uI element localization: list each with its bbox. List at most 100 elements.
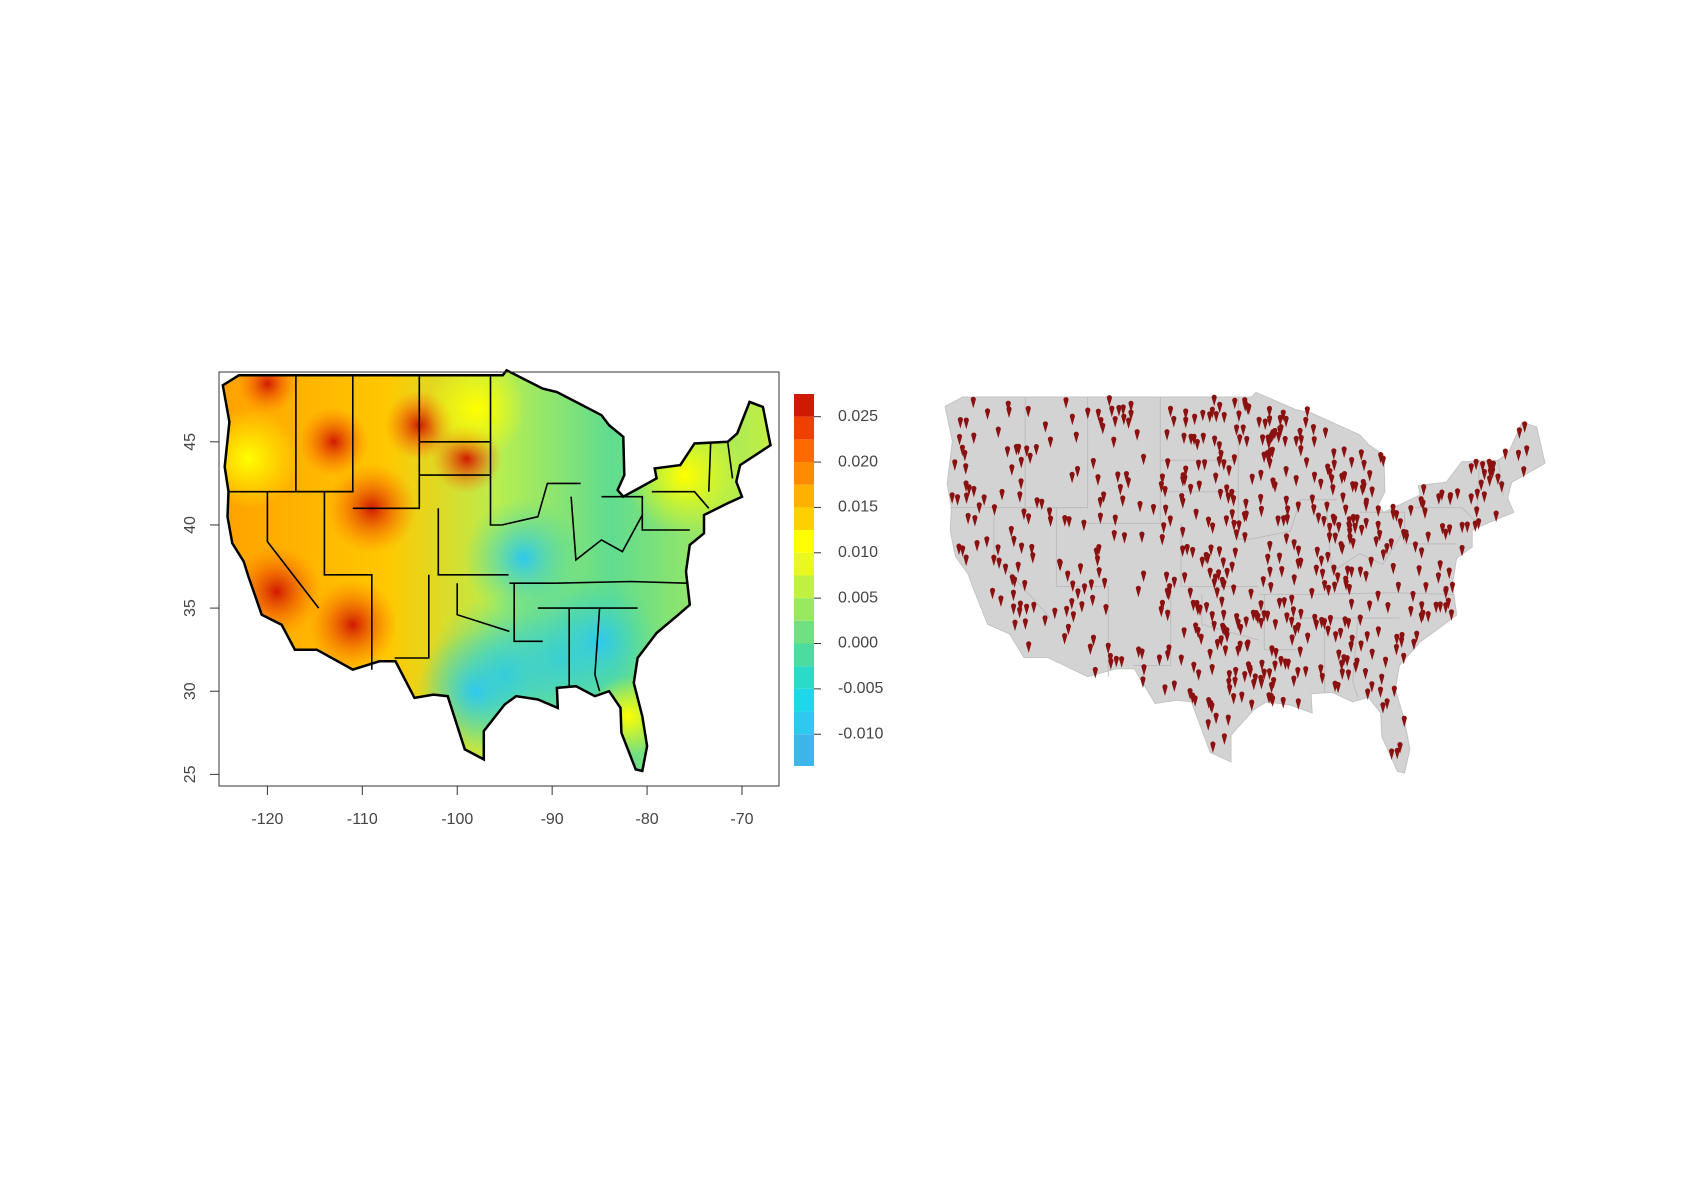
station-pin (1358, 640, 1364, 653)
station-pin (1121, 413, 1127, 426)
station-pin (1319, 568, 1326, 581)
station-pin (1495, 473, 1501, 486)
station-pin (1181, 432, 1187, 445)
station-pin (1353, 661, 1359, 674)
station-pin (1298, 608, 1304, 621)
station-pin (1218, 449, 1224, 462)
station-pin (1203, 602, 1210, 614)
station-pin (1205, 516, 1212, 529)
station-pin (1225, 492, 1231, 505)
station-pin (1271, 676, 1277, 689)
y-tick-label: 30 (182, 682, 199, 700)
station-pin (1312, 613, 1318, 626)
station-pin (1336, 649, 1342, 661)
station-pin (1346, 516, 1352, 528)
station-pin (1260, 576, 1266, 588)
station-pin (1345, 669, 1352, 681)
station-pin (1195, 626, 1201, 639)
station-map (944, 391, 1546, 774)
state-border (726, 441, 734, 479)
station-pin (1258, 600, 1264, 612)
us-silhouette (944, 391, 1546, 774)
station-pin (1311, 471, 1318, 484)
station-pin (1121, 532, 1128, 544)
station-pin (1188, 483, 1194, 496)
station-pin (965, 512, 971, 525)
station-pin (1331, 564, 1337, 577)
station-pin (1437, 601, 1443, 613)
station-pin (1327, 522, 1333, 535)
station-pin (1339, 668, 1345, 681)
station-pin (1075, 588, 1081, 600)
station-pin (1384, 542, 1390, 555)
station-pin (981, 494, 987, 506)
station-pin (1187, 587, 1193, 600)
station-pin (1233, 666, 1239, 679)
station-pin (1108, 658, 1114, 670)
station-pin (1318, 478, 1324, 491)
station-pin (1240, 424, 1246, 436)
station-pin (1087, 643, 1093, 656)
station-pin (1109, 405, 1115, 418)
station-pin (1468, 493, 1474, 505)
station-pin (1252, 673, 1258, 685)
station-pin (1385, 602, 1391, 614)
station-pin (1047, 515, 1054, 528)
station-pin (1395, 581, 1401, 594)
station-pin (1026, 641, 1032, 653)
station-pin (1016, 443, 1022, 456)
station-pin (1425, 611, 1431, 623)
station-pin (1249, 473, 1255, 486)
station-pin (1261, 451, 1267, 464)
station-pin (1295, 622, 1301, 634)
station-pin (1344, 565, 1351, 578)
station-pin (1025, 513, 1032, 525)
station-pin (1128, 400, 1134, 413)
station-pin (1258, 505, 1265, 518)
station-pin (1073, 431, 1079, 444)
station-pin (1344, 655, 1350, 667)
station-pin (1298, 434, 1304, 447)
station-pin (1521, 466, 1527, 478)
station-pin (1063, 397, 1069, 409)
station-pin (1198, 633, 1204, 646)
colorbar-band (794, 575, 814, 599)
station-pin (1285, 505, 1291, 517)
station-pin (1005, 400, 1011, 413)
station-pin (1289, 634, 1295, 646)
state-border (1309, 592, 1454, 595)
station-pin (1326, 532, 1333, 544)
station-pin (1217, 488, 1224, 501)
station-pin (1090, 457, 1096, 470)
station-pin (1295, 698, 1301, 710)
station-pin (1241, 511, 1248, 523)
station-pin (1280, 409, 1286, 422)
station-pin (1207, 648, 1213, 661)
station-pin (1331, 448, 1337, 460)
station-pin (1219, 596, 1225, 609)
station-pin (1346, 583, 1352, 596)
station-pin (1221, 459, 1227, 471)
station-pin (1397, 742, 1403, 754)
station-pin (1253, 610, 1259, 622)
station-pin (1282, 658, 1289, 670)
station-pin (1230, 494, 1237, 507)
station-pin (1349, 456, 1355, 469)
station-pin (1390, 562, 1396, 575)
station-pin (1468, 463, 1474, 475)
station-pin (1201, 459, 1208, 471)
state-border (266, 491, 320, 609)
station-pin (1345, 618, 1352, 630)
station-pin (1213, 472, 1219, 485)
station-pin (1516, 427, 1522, 439)
station-pin (1081, 583, 1088, 595)
colorbar-tick-label: 0.005 (838, 589, 878, 606)
station-pin (984, 536, 990, 548)
station-pin (972, 514, 978, 527)
station-pin (1315, 512, 1322, 525)
colorbar-tick-label: 0.000 (838, 635, 878, 652)
station-pin (1237, 434, 1243, 446)
y-tick-label: 40 (182, 516, 199, 534)
station-pin (1095, 408, 1101, 421)
station-pin (1502, 448, 1508, 461)
